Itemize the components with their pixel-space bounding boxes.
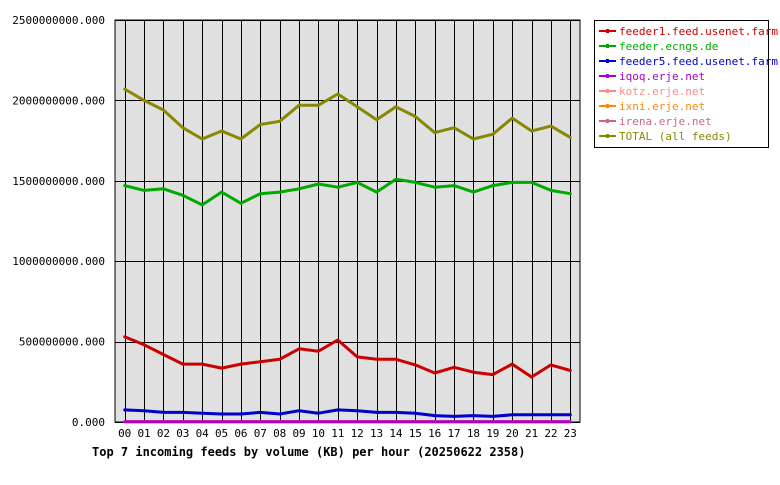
x-tick-label: 17 xyxy=(447,427,460,440)
x-tick-label: 00 xyxy=(118,427,131,440)
y-axis: 0.000 500000000.000 1000000000.000 15000000… xyxy=(12,14,105,429)
x-tick-label: 15 xyxy=(409,427,422,440)
legend-item: irena.erje.net xyxy=(599,115,712,130)
y-tick-label: 500000000.000 xyxy=(19,336,105,349)
x-tick-label: 02 xyxy=(157,427,170,440)
x-tick-label: 22 xyxy=(544,427,557,440)
legend: feeder1.feed.usenet.farm feeder.ecngs.de f… xyxy=(594,20,778,148)
legend-label: kotz.erje.net xyxy=(619,85,706,98)
x-tick-label: 06 xyxy=(234,427,247,440)
x-tick-label: 09 xyxy=(292,427,305,440)
x-tick-label: 16 xyxy=(428,427,441,440)
legend-swatch xyxy=(599,74,616,78)
legend-label: feeder5.feed.usenet.farm xyxy=(619,55,778,68)
x-tick-label: 01 xyxy=(137,427,150,440)
series-line xyxy=(123,408,572,418)
x-tick-label: 05 xyxy=(215,427,228,440)
y-tick-label: 1000000000.000 xyxy=(12,255,105,268)
legend-label: TOTAL (all feeds) xyxy=(619,130,732,143)
x-axis: 00 01 02 03 04 05 06 07 08 09 10 11 12 13 14 15 16 17 18 19… xyxy=(118,427,577,440)
legend-item: feeder1.feed.usenet.farm xyxy=(599,25,778,40)
x-tick-label: 07 xyxy=(254,427,267,440)
legend-label: feeder1.feed.usenet.farm xyxy=(619,25,778,38)
y-tick-label: 0.000 xyxy=(72,416,105,429)
legend-item: iqoq.erje.net xyxy=(599,70,705,85)
x-tick-label: 19 xyxy=(486,427,499,440)
x-tick-label: 18 xyxy=(467,427,480,440)
legend-item: feeder5.feed.usenet.farm xyxy=(599,55,778,70)
series-line xyxy=(123,87,572,141)
series-lines xyxy=(123,87,572,424)
x-tick-label: 04 xyxy=(196,427,210,440)
x-tick-label: 08 xyxy=(273,427,286,440)
legend-swatch xyxy=(599,59,616,63)
x-tick-label: 20 xyxy=(506,427,519,440)
legend-label: irena.erje.net xyxy=(619,115,712,128)
y-tick-label: 2000000000.000 xyxy=(12,94,105,107)
legend-label: feeder.ecngs.de xyxy=(619,40,719,53)
legend-item: TOTAL (all feeds) xyxy=(599,130,732,145)
y-tick-label: 1500000000.000 xyxy=(12,175,105,188)
legend-label: iqoq.erje.net xyxy=(619,70,706,83)
x-tick-label: 21 xyxy=(525,427,538,440)
x-tick-label: 23 xyxy=(564,427,577,440)
legend-swatch xyxy=(599,104,616,108)
x-tick-label: 13 xyxy=(370,427,383,440)
legend-swatch xyxy=(599,44,616,48)
legend-swatch xyxy=(599,119,616,123)
legend-item: ixni.erje.net xyxy=(599,100,705,115)
legend-label: ixni.erje.net xyxy=(619,100,706,113)
plot-area xyxy=(114,19,581,423)
legend-swatch xyxy=(599,89,616,93)
legend-swatch xyxy=(599,29,616,33)
x-tick-label: 10 xyxy=(312,427,325,440)
x-tick-label: 14 xyxy=(389,427,403,440)
legend-item: kotz.erje.net xyxy=(599,85,705,100)
x-tick-label: 11 xyxy=(331,427,344,440)
series-line xyxy=(123,335,572,379)
chart-title: Top 7 incoming feeds by volume (KB) per … xyxy=(92,445,526,459)
legend-swatch xyxy=(599,134,616,138)
series-line xyxy=(123,177,572,207)
x-tick-label: 03 xyxy=(176,427,189,440)
x-tick-label: 12 xyxy=(351,427,364,440)
legend-item: feeder.ecngs.de xyxy=(599,40,718,55)
y-tick-label: 2500000000.000 xyxy=(12,14,105,27)
